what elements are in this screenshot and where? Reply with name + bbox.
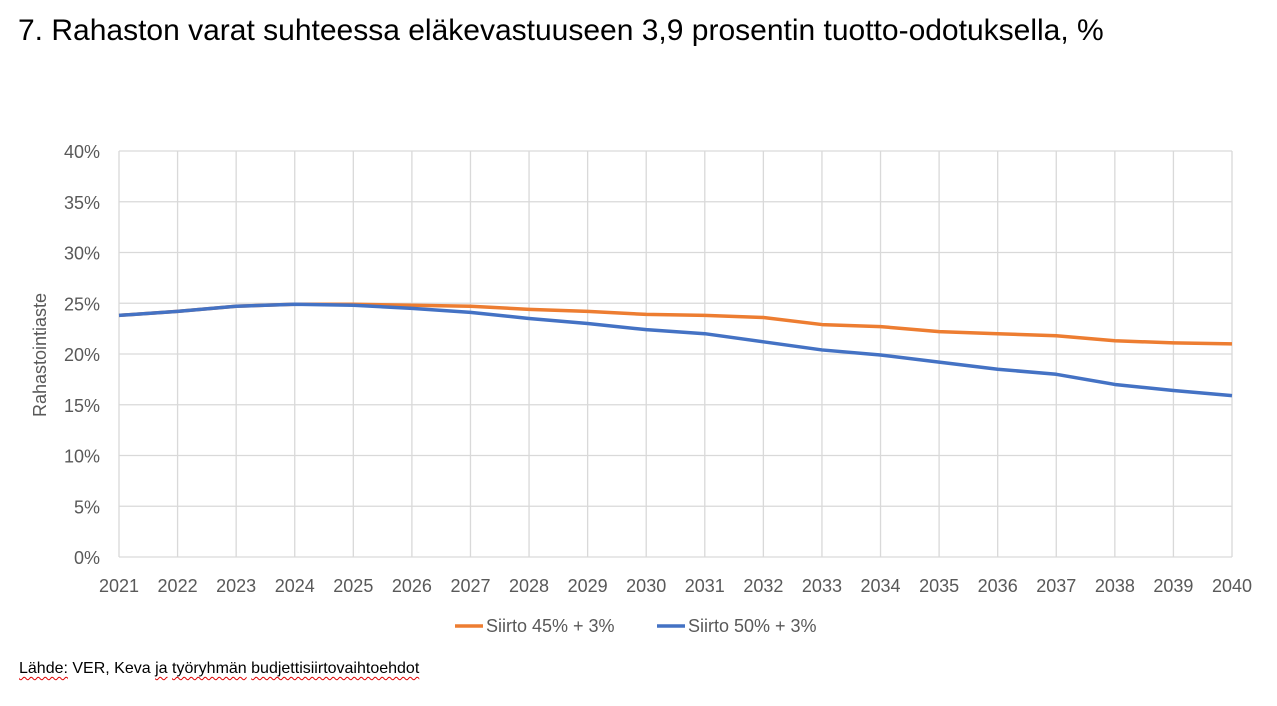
y-tick-label: 0% bbox=[74, 548, 100, 568]
x-tick-label: 2024 bbox=[275, 576, 315, 596]
y-tick-label: 10% bbox=[64, 447, 100, 467]
y-tick-labels: 0% 5% 10% 15% 20% 25% 30% 35% 40% bbox=[64, 142, 100, 568]
chart-title: 7. Rahaston varat suhteessa eläkevastuus… bbox=[18, 14, 1104, 47]
x-tick-label: 2038 bbox=[1095, 576, 1135, 596]
series-lines bbox=[118, 302, 1233, 398]
y-tick-label: 5% bbox=[74, 497, 100, 517]
x-tick-label: 2027 bbox=[450, 576, 490, 596]
x-tick-label: 2032 bbox=[743, 576, 783, 596]
x-tick-label: 2037 bbox=[1036, 576, 1076, 596]
source-text: ja bbox=[155, 660, 168, 677]
series-line-1 bbox=[118, 302, 1233, 346]
y-tick-label: 20% bbox=[64, 345, 100, 365]
y-tick-label: 40% bbox=[64, 142, 100, 162]
y-tick-label: 35% bbox=[64, 193, 100, 213]
x-tick-label: 2025 bbox=[333, 576, 373, 596]
source-text: työryhmän bbox=[172, 660, 247, 677]
source-note: Lähde: VER, Keva ja työryhmän budjettisi… bbox=[19, 660, 419, 678]
x-tick-label: 2029 bbox=[568, 576, 608, 596]
gridlines bbox=[118, 150, 1233, 558]
x-tick-label: 2039 bbox=[1153, 576, 1193, 596]
x-tick-label: 2021 bbox=[99, 576, 139, 596]
source-text: budjettisiirtovaihtoehdot bbox=[251, 660, 420, 677]
x-tick-label: 2040 bbox=[1212, 576, 1252, 596]
source-label: Lähde: bbox=[19, 660, 68, 677]
y-tick-label: 25% bbox=[64, 294, 100, 314]
source-text: VER, Keva bbox=[67, 660, 156, 677]
x-tick-label: 2023 bbox=[216, 576, 256, 596]
x-tick-label: 2034 bbox=[861, 576, 901, 596]
x-tick-label: 2036 bbox=[978, 576, 1018, 596]
x-tick-label: 2031 bbox=[685, 576, 725, 596]
y-tick-label: 15% bbox=[64, 396, 100, 416]
legend: Siirto 45% + 3% Siirto 50% + 3% bbox=[455, 616, 817, 636]
x-tick-label: 2022 bbox=[158, 576, 198, 596]
series-line-2 bbox=[118, 302, 1233, 398]
y-tick-label: 30% bbox=[64, 244, 100, 264]
y-axis-label: Rahastointiaste bbox=[30, 293, 50, 417]
x-tick-label: 2030 bbox=[626, 576, 666, 596]
x-tick-label: 2028 bbox=[509, 576, 549, 596]
x-tick-labels: 2021 2022 2023 2024 2025 2026 2027 2028 2029 2030… bbox=[99, 576, 1252, 596]
legend-label: Siirto 50% + 3% bbox=[688, 616, 817, 636]
x-tick-label: 2035 bbox=[919, 576, 959, 596]
legend-label: Siirto 45% + 3% bbox=[486, 616, 615, 636]
x-tick-label: 2033 bbox=[802, 576, 842, 596]
x-tick-label: 2026 bbox=[392, 576, 432, 596]
